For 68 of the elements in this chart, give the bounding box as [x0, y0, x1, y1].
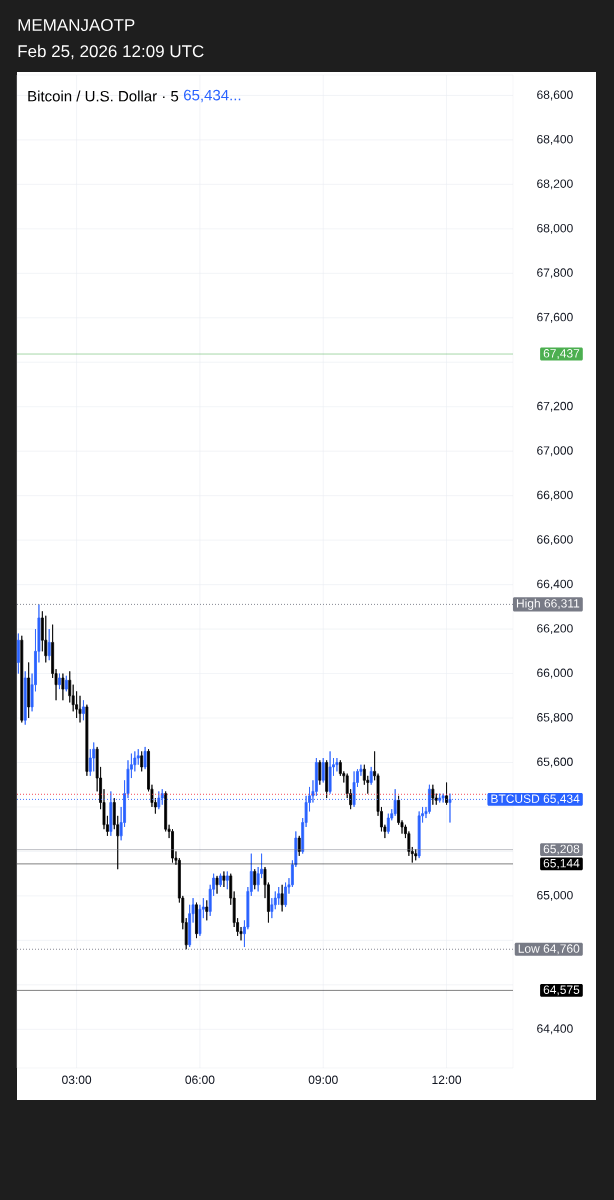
- y-tick-label: 66,600: [537, 535, 573, 546]
- y-tick-label: 67,600: [537, 312, 573, 323]
- y-tick-label: 68,600: [537, 90, 573, 101]
- candlestick: [219, 873, 222, 888]
- ref-line-label: BTCUSD 65,434: [491, 794, 580, 805]
- y-tick-label: 66,800: [537, 490, 573, 501]
- candlestick: [369, 766, 373, 786]
- candlestick: [225, 871, 229, 890]
- x-tick-label: 12:00: [432, 1075, 462, 1085]
- x-tick-label: 03:00: [62, 1075, 92, 1085]
- candlestick: [328, 750, 332, 795]
- candlestick: [195, 902, 198, 939]
- y-tick-label: 65,800: [537, 713, 573, 723]
- candlestick: [318, 759, 322, 786]
- y-tick-label: 65,000: [537, 890, 573, 901]
- y-tick-label: 64,400: [537, 1024, 573, 1035]
- ref-line-label: High 66,311: [516, 598, 580, 610]
- candlestick: [386, 813, 390, 835]
- ref-line-label: 65,144: [543, 858, 580, 869]
- candlestick: [47, 628, 51, 661]
- candlestick: [27, 662, 31, 719]
- y-tick-label: 68,000: [537, 223, 573, 234]
- candlestick: [20, 635, 24, 723]
- y-tick-label: 67,800: [537, 268, 573, 279]
- candlestick: [205, 899, 209, 921]
- candlestick: [431, 784, 435, 806]
- y-tick-label: 65,600: [537, 757, 573, 768]
- ref-line-label: 64,575: [543, 985, 580, 996]
- candlestick: [64, 675, 68, 692]
- candlestick: [325, 759, 329, 799]
- candlestick: [280, 884, 284, 912]
- candlestick: [78, 695, 82, 723]
- annotation: 65,434...: [184, 89, 241, 103]
- candlestick: [58, 673, 61, 690]
- candlestick: [445, 782, 448, 806]
- ref-line-label: Low 64,760: [518, 944, 580, 955]
- candlestick: [143, 746, 147, 770]
- candlestick: [253, 868, 257, 890]
- candlestick: [414, 848, 418, 861]
- y-tick-label: 68,200: [537, 179, 573, 190]
- candlestick: [140, 750, 144, 772]
- candlestick: [284, 882, 287, 908]
- y-tick-label: 68,400: [537, 134, 573, 145]
- candlestick: [23, 670, 27, 726]
- candlestick: [335, 757, 339, 772]
- candlestick: [85, 704, 89, 777]
- chart-title: MEMANJAOTP: [18, 18, 135, 32]
- annotation: Bitcoin / U.S. Dollar · 5: [28, 90, 179, 102]
- x-tick-label: 06:00: [185, 1075, 215, 1085]
- y-tick-label: 66,200: [537, 624, 573, 635]
- y-tick-label: 67,200: [537, 401, 573, 412]
- ref-line-label: 67,437: [543, 349, 580, 359]
- candlestick: [321, 757, 325, 783]
- y-tick-label: 66,400: [537, 579, 573, 590]
- y-tick-label: 66,000: [537, 668, 573, 679]
- ref-line-label: 65,208: [543, 844, 580, 855]
- candlestick: [297, 835, 301, 857]
- candlestick: [277, 886, 281, 906]
- candlestick: [44, 615, 48, 663]
- candlestick: [82, 699, 85, 721]
- candlestick: [215, 875, 219, 895]
- candlestick: [61, 673, 65, 701]
- candlestick: [92, 742, 96, 772]
- candlestick: [16, 633, 20, 674]
- chart-subtitle: Feb 25, 2026 12:09 UTC: [18, 44, 204, 60]
- y-tick-label: 67,000: [537, 446, 573, 457]
- candlestick: [222, 871, 226, 888]
- x-tick-label: 09:00: [308, 1075, 338, 1085]
